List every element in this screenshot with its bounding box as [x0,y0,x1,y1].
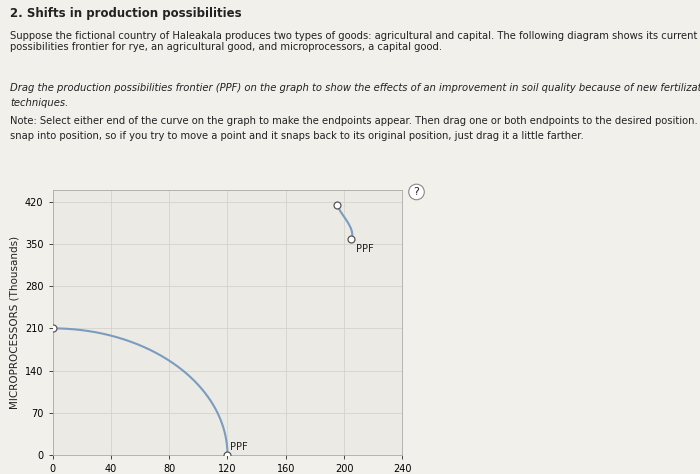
Text: ?: ? [414,187,419,197]
Text: PPF: PPF [356,244,374,254]
Text: 2. Shifts in production possibilities: 2. Shifts in production possibilities [10,7,242,20]
Text: Suppose the fictional country of Haleakala produces two types of goods: agricult: Suppose the fictional country of Haleaka… [10,31,700,53]
Text: techniques.: techniques. [10,98,69,108]
Text: snap into position, so if you try to move a point and it snaps back to its origi: snap into position, so if you try to mov… [10,131,584,141]
Text: Note: Select either end of the curve on the graph to make the endpoints appear. : Note: Select either end of the curve on … [10,116,700,126]
Text: PPF: PPF [230,442,248,452]
Y-axis label: MICROPROCESSORS (Thousands): MICROPROCESSORS (Thousands) [9,236,20,409]
Text: Drag the production possibilities frontier (PPF) on the graph to show the effect: Drag the production possibilities fronti… [10,83,700,93]
